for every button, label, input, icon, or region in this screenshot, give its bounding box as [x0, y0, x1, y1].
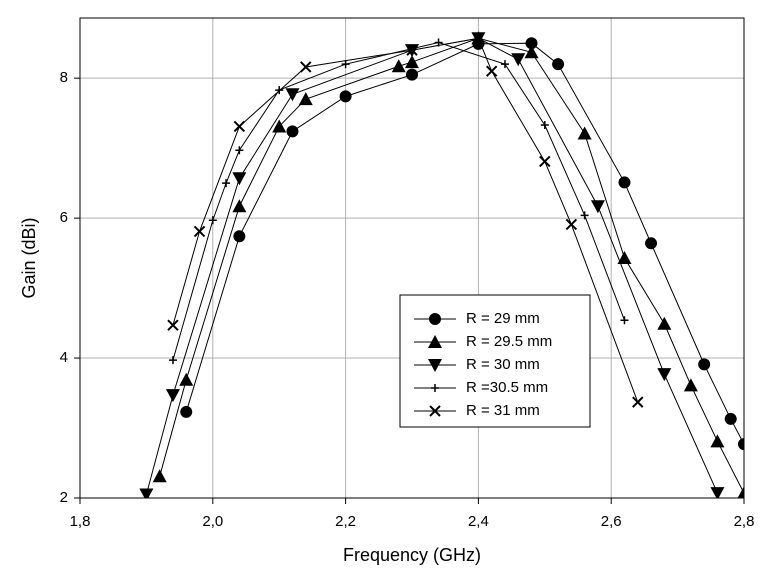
marker: [428, 359, 442, 372]
marker: [645, 237, 658, 250]
marker: [406, 68, 418, 81]
marker: [617, 251, 632, 264]
marker: [698, 358, 711, 371]
marker: [524, 45, 539, 59]
marker: [232, 172, 247, 186]
legend-label: R = 31 mm: [466, 402, 540, 419]
marker: [620, 316, 629, 325]
marker: [165, 389, 180, 403]
x-axis-title: Frequency (GHz): [343, 545, 481, 565]
marker: [139, 488, 154, 498]
marker: [724, 412, 737, 425]
marker: [429, 313, 441, 325]
marker: [590, 200, 605, 214]
x-tick-label: 1,8: [70, 513, 91, 530]
legend-label: R = 30 mm: [466, 356, 540, 373]
x-tick-label: 2,2: [335, 513, 356, 530]
legend-label: R = 29.5 mm: [466, 333, 552, 350]
y-tick-label: 6: [60, 209, 68, 226]
marker: [339, 90, 352, 103]
plot-frame: [79, 17, 745, 499]
marker: [167, 319, 179, 331]
marker: [565, 218, 578, 231]
marker: [511, 53, 526, 67]
legend-label: R = 29 mm: [466, 310, 540, 327]
marker: [539, 155, 551, 168]
marker: [275, 86, 284, 95]
marker: [406, 44, 418, 56]
marker: [683, 378, 698, 392]
marker: [193, 225, 206, 238]
marker: [632, 396, 644, 408]
plot-area: [139, 31, 744, 498]
marker: [710, 434, 725, 448]
marker: [235, 146, 244, 155]
marker: [300, 61, 312, 73]
marker: [152, 469, 167, 483]
marker: [222, 179, 231, 188]
marker: [657, 316, 672, 330]
y-tick-label: 4: [60, 349, 68, 366]
marker: [738, 438, 744, 451]
marker: [485, 65, 498, 77]
y-axis-title: Gain (dBi): [19, 217, 39, 298]
marker: [500, 60, 509, 69]
marker: [286, 125, 299, 138]
marker: [580, 211, 589, 220]
legend-label: R =30.5 mm: [466, 379, 548, 396]
y-tick-label: 8: [60, 69, 68, 86]
marker: [710, 487, 725, 498]
marker: [180, 405, 193, 418]
marker: [208, 216, 217, 225]
marker: [233, 230, 246, 243]
x-tick-label: 2,8: [734, 513, 755, 530]
series-line: [172, 37, 639, 403]
x-tick-label: 2,6: [601, 513, 622, 530]
marker: [577, 126, 592, 140]
marker: [285, 88, 300, 102]
marker: [657, 368, 672, 382]
marker: [431, 384, 439, 392]
marker: [428, 335, 442, 348]
marker: [341, 60, 350, 69]
marker: [472, 32, 485, 44]
marker: [168, 356, 177, 365]
marker: [298, 92, 313, 106]
x-tick-label: 2,4: [468, 513, 489, 530]
marker: [272, 119, 287, 133]
marker: [525, 37, 538, 50]
marker: [233, 120, 246, 133]
marker: [552, 58, 565, 71]
marker: [618, 176, 631, 189]
marker: [391, 59, 406, 73]
marker: [540, 121, 549, 130]
y-tick-label: 2: [60, 489, 68, 506]
marker: [405, 55, 419, 69]
x-tick-label: 2,0: [202, 513, 223, 530]
marker: [737, 486, 744, 498]
marker: [429, 405, 441, 417]
marker: [232, 199, 247, 213]
legend: R = 29 mm R = 29.5 mm R = 30 mm R =30.5 mm R…: [399, 294, 591, 428]
marker: [179, 372, 194, 386]
